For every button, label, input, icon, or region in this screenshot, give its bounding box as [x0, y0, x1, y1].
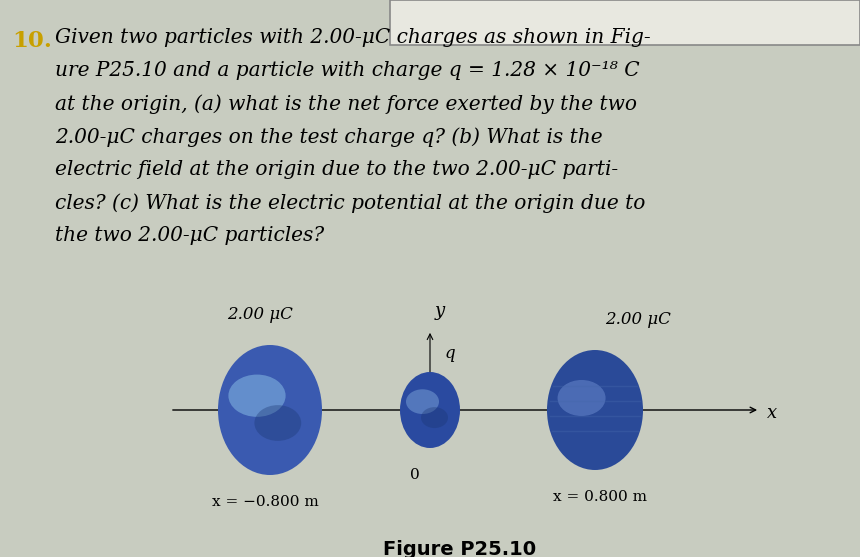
Text: 10.: 10. — [12, 30, 52, 52]
Ellipse shape — [255, 405, 301, 441]
Ellipse shape — [400, 372, 460, 448]
Ellipse shape — [229, 374, 286, 417]
Text: Figure P25.10: Figure P25.10 — [384, 540, 537, 557]
Text: q: q — [445, 345, 456, 362]
Text: electric field at the origin due to the two 2.00-μC parti-: electric field at the origin due to the … — [55, 160, 618, 179]
Text: x = −0.800 m: x = −0.800 m — [212, 495, 318, 509]
Text: the two 2.00-μC particles?: the two 2.00-μC particles? — [55, 226, 324, 245]
Ellipse shape — [557, 380, 605, 416]
Text: y: y — [435, 302, 445, 320]
Ellipse shape — [547, 350, 643, 470]
Text: ure P25.10 and a particle with charge q = 1.28 × 10⁻¹⁸ C: ure P25.10 and a particle with charge q … — [55, 61, 640, 80]
Text: Given two particles with 2.00-μC charges as shown in Fig-: Given two particles with 2.00-μC charges… — [55, 28, 651, 47]
Bar — [390, 0, 860, 45]
Ellipse shape — [421, 407, 448, 428]
Text: cles? (c) What is the electric potential at the origin due to: cles? (c) What is the electric potential… — [55, 193, 645, 213]
Text: x: x — [767, 404, 777, 422]
Ellipse shape — [406, 389, 439, 414]
Text: 2.00 μC: 2.00 μC — [605, 311, 671, 328]
Text: x = 0.800 m: x = 0.800 m — [553, 490, 647, 504]
Text: 2.00 μC: 2.00 μC — [227, 306, 293, 323]
Ellipse shape — [218, 345, 322, 475]
Text: 2.00-μC charges on the test charge q? (b) What is the: 2.00-μC charges on the test charge q? (b… — [55, 127, 603, 146]
Text: 0: 0 — [410, 468, 420, 482]
Text: at the origin, (a) what is the net force exerted by the two: at the origin, (a) what is the net force… — [55, 94, 637, 114]
